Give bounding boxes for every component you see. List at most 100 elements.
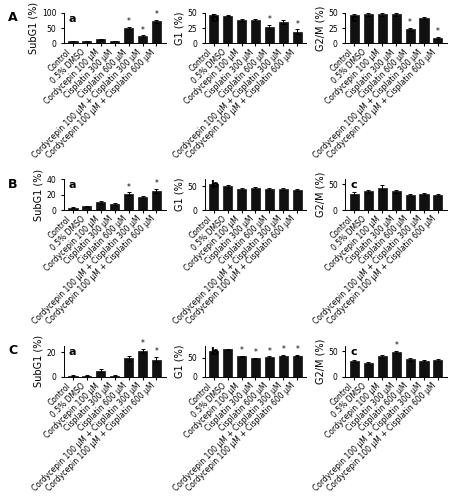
Y-axis label: G1 (%): G1 (%): [174, 178, 184, 212]
Bar: [392, 14, 401, 44]
Text: *: *: [240, 346, 243, 355]
Bar: [124, 358, 133, 377]
Bar: [237, 189, 246, 210]
Text: a: a: [69, 14, 76, 24]
Bar: [82, 41, 91, 43]
Text: *: *: [267, 16, 271, 24]
Bar: [378, 188, 387, 210]
Bar: [419, 362, 429, 377]
Bar: [223, 16, 232, 44]
Bar: [293, 190, 302, 210]
Bar: [378, 356, 387, 377]
Bar: [251, 188, 260, 210]
Bar: [419, 18, 429, 44]
Bar: [110, 41, 119, 43]
Bar: [152, 191, 161, 210]
Y-axis label: G1 (%): G1 (%): [174, 344, 184, 378]
Text: c: c: [350, 14, 357, 24]
Bar: [350, 361, 359, 377]
Text: *: *: [154, 10, 158, 19]
Text: b: b: [210, 347, 217, 357]
Text: *: *: [295, 345, 299, 354]
Bar: [364, 191, 373, 210]
Text: c: c: [350, 180, 357, 190]
Text: *: *: [253, 348, 257, 357]
Bar: [251, 358, 260, 377]
Y-axis label: G2/M (%): G2/M (%): [315, 338, 325, 384]
Text: c: c: [350, 347, 357, 357]
Bar: [405, 360, 415, 377]
Bar: [124, 194, 133, 210]
Text: b: b: [210, 14, 217, 24]
Bar: [138, 36, 147, 44]
Bar: [82, 376, 91, 377]
Bar: [392, 191, 401, 210]
Text: *: *: [154, 179, 158, 188]
Bar: [265, 357, 274, 377]
Y-axis label: SubG1 (%): SubG1 (%): [34, 336, 44, 388]
Text: *: *: [295, 20, 299, 28]
Bar: [209, 350, 218, 377]
Text: *: *: [408, 18, 412, 28]
Text: a: a: [69, 347, 76, 357]
Bar: [69, 41, 78, 43]
Bar: [152, 22, 161, 44]
Bar: [364, 363, 373, 377]
Bar: [237, 20, 246, 44]
Bar: [419, 194, 429, 210]
Bar: [378, 14, 387, 44]
Bar: [392, 352, 401, 377]
Text: *: *: [267, 346, 271, 356]
Bar: [293, 32, 302, 44]
Bar: [293, 356, 302, 377]
Text: C: C: [8, 344, 17, 358]
Y-axis label: SubG1 (%): SubG1 (%): [34, 168, 44, 221]
Bar: [96, 40, 105, 44]
Bar: [124, 28, 133, 44]
Bar: [223, 350, 232, 377]
Bar: [209, 184, 218, 210]
Bar: [69, 376, 78, 377]
Text: a: a: [69, 180, 76, 190]
Text: *: *: [436, 27, 440, 36]
Text: b: b: [210, 180, 217, 190]
Bar: [96, 202, 105, 210]
Text: *: *: [127, 18, 131, 26]
Text: *: *: [281, 345, 285, 354]
Y-axis label: SubG1 (%): SubG1 (%): [29, 2, 39, 54]
Text: B: B: [8, 178, 17, 190]
Bar: [434, 360, 443, 377]
Text: *: *: [141, 26, 144, 35]
Text: A: A: [8, 11, 18, 24]
Y-axis label: G2/M (%): G2/M (%): [315, 172, 325, 218]
Text: *: *: [154, 348, 158, 356]
Bar: [82, 206, 91, 210]
Bar: [279, 22, 288, 44]
Bar: [265, 27, 274, 44]
Bar: [138, 197, 147, 210]
Bar: [350, 194, 359, 210]
Bar: [96, 370, 105, 377]
Bar: [152, 360, 161, 377]
Text: *: *: [394, 342, 398, 350]
Bar: [69, 208, 78, 210]
Y-axis label: G2/M (%): G2/M (%): [315, 6, 325, 51]
Text: *: *: [141, 340, 144, 348]
Bar: [209, 15, 218, 44]
Bar: [138, 351, 147, 377]
Bar: [223, 186, 232, 210]
Bar: [279, 356, 288, 377]
Bar: [265, 189, 274, 210]
Bar: [434, 38, 443, 44]
Bar: [405, 194, 415, 210]
Bar: [405, 30, 415, 44]
Bar: [364, 14, 373, 44]
Bar: [110, 376, 119, 377]
Bar: [237, 356, 246, 377]
Bar: [279, 189, 288, 210]
Y-axis label: G1 (%): G1 (%): [174, 12, 184, 45]
Bar: [350, 15, 359, 44]
Text: *: *: [127, 183, 131, 192]
Bar: [110, 204, 119, 210]
Bar: [251, 20, 260, 44]
